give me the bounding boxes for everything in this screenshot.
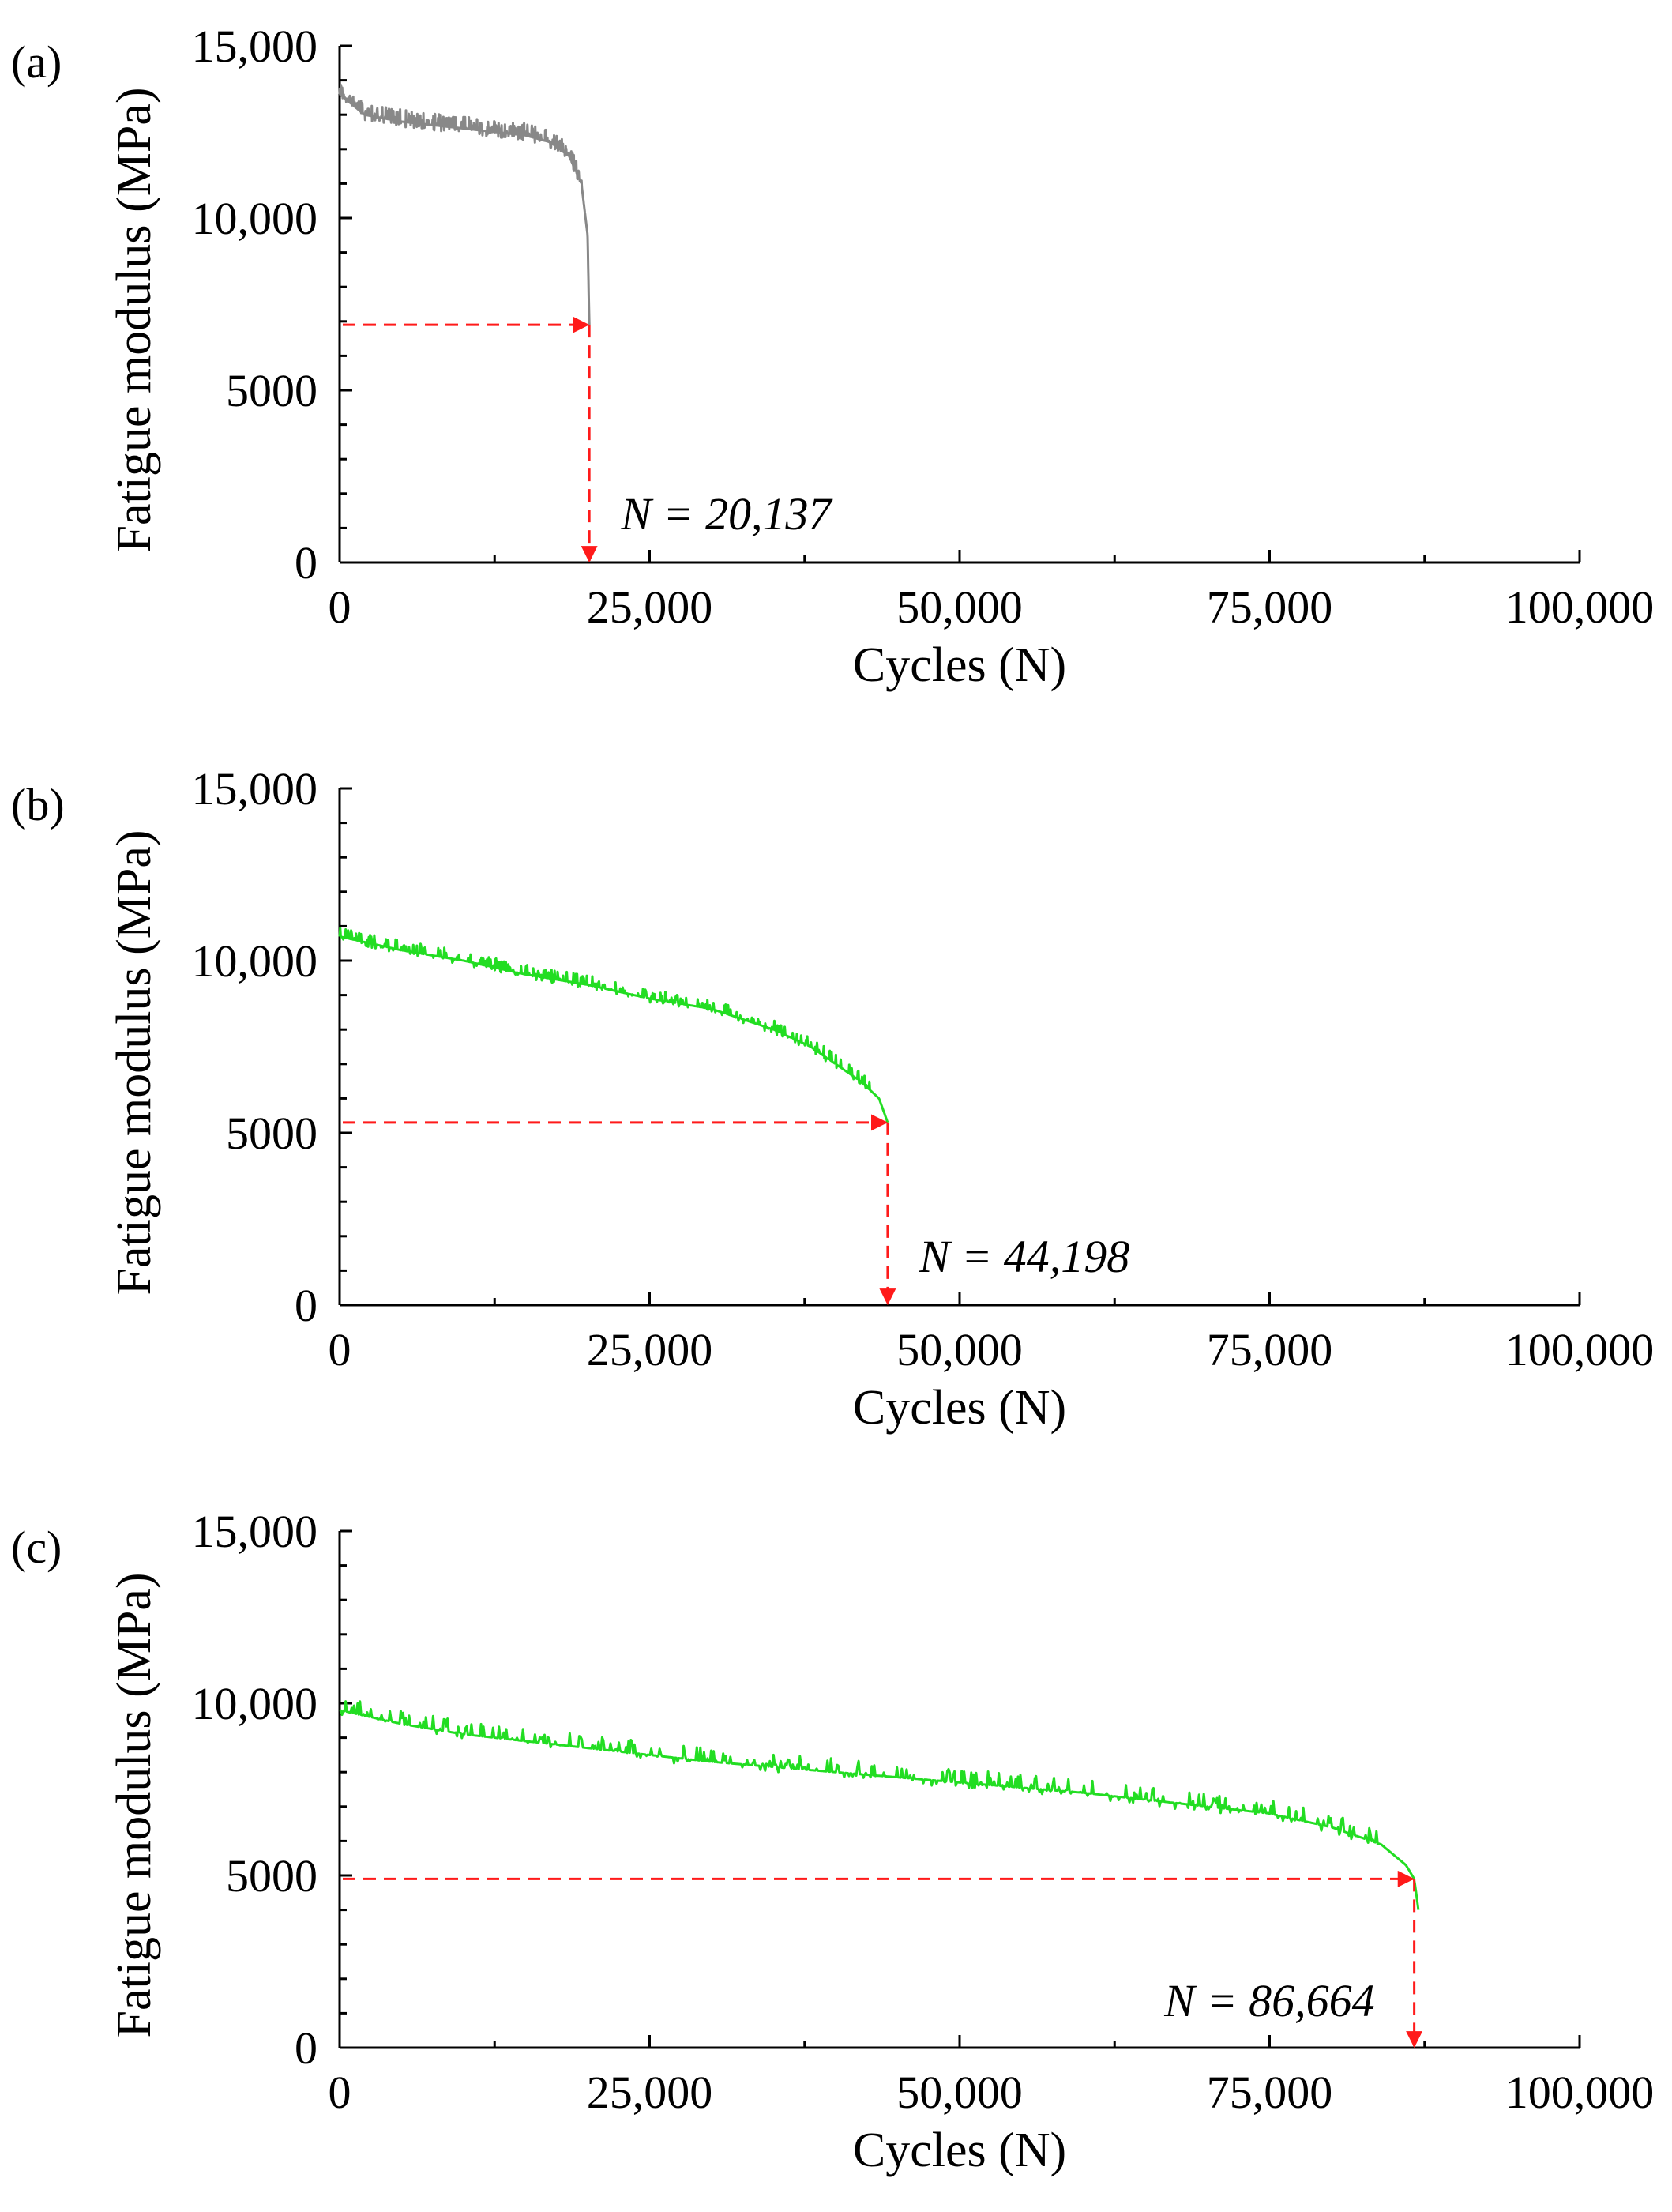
y-tick-label: 5000 bbox=[226, 1108, 317, 1159]
y-axis-title: Fatigue modulus (MPa) bbox=[107, 830, 161, 1296]
x-tick-label: 0 bbox=[329, 2067, 351, 2118]
failure-annotation: N = 20,137 bbox=[620, 488, 832, 540]
x-tick-label: 50,000 bbox=[896, 581, 1023, 633]
y-tick-label: 10,000 bbox=[192, 1678, 318, 1729]
panel-label: (b) bbox=[11, 779, 65, 830]
series-line bbox=[338, 927, 889, 1123]
y-axis-title: Fatigue modulus (MPa) bbox=[107, 88, 161, 553]
y-tick-label: 0 bbox=[295, 2022, 317, 2074]
y-tick-label: 0 bbox=[295, 537, 317, 589]
x-tick-label: 25,000 bbox=[587, 581, 713, 633]
x-tick-label: 100,000 bbox=[1505, 1324, 1655, 1375]
y-tick-label: 15,000 bbox=[192, 763, 318, 814]
chart-panel-b: (b) 0 25,000 50,000 75,000 100,000 0 5000 10,000… bbox=[11, 763, 1654, 1435]
x-tick-label: 75,000 bbox=[1207, 1324, 1333, 1375]
y-tick-label: 15,000 bbox=[192, 1506, 318, 1557]
y-tick-label: 15,000 bbox=[192, 21, 318, 72]
x-tick-label: 50,000 bbox=[896, 1324, 1023, 1375]
failure-annotation: N = 86,664 bbox=[1163, 1975, 1374, 2026]
y-tick-label: 5000 bbox=[226, 365, 317, 416]
y-tick-label: 10,000 bbox=[192, 935, 318, 987]
x-axis-title: Cycles (N) bbox=[853, 638, 1066, 692]
failure-annotation: N = 44,198 bbox=[919, 1231, 1129, 1282]
y-tick-label: 0 bbox=[295, 1280, 317, 1331]
x-tick-label: 75,000 bbox=[1207, 581, 1333, 633]
x-tick-label: 75,000 bbox=[1207, 2067, 1333, 2118]
x-tick-label: 25,000 bbox=[587, 1324, 713, 1375]
x-tick-label: 100,000 bbox=[1505, 2067, 1655, 2118]
y-tick-label: 5000 bbox=[226, 1850, 317, 1902]
series-line bbox=[339, 1700, 1420, 1910]
y-tick-label: 10,000 bbox=[192, 193, 318, 244]
x-tick-label: 0 bbox=[329, 581, 351, 633]
chart-panel-c: (c) 0 25,000 50,000 75,000 100,000 0 5000 10,000… bbox=[11, 1506, 1654, 2177]
x-axis-title: Cycles (N) bbox=[853, 1381, 1066, 1435]
x-tick-label: 0 bbox=[329, 1324, 351, 1375]
x-tick-label: 100,000 bbox=[1505, 581, 1655, 633]
x-axis-title: Cycles (N) bbox=[853, 2124, 1066, 2177]
chart-panel-a: (a) 0 25,000 50,000 75,000 100,000 0 5000 10,000… bbox=[11, 21, 1654, 692]
y-axis-title: Fatigue modulus (MPa) bbox=[107, 1573, 161, 2038]
x-tick-label: 25,000 bbox=[587, 2067, 713, 2118]
series-line bbox=[338, 84, 591, 325]
x-tick-label: 50,000 bbox=[896, 2067, 1023, 2118]
panel-label: (c) bbox=[11, 1522, 62, 1573]
panel-label: (a) bbox=[11, 36, 62, 88]
